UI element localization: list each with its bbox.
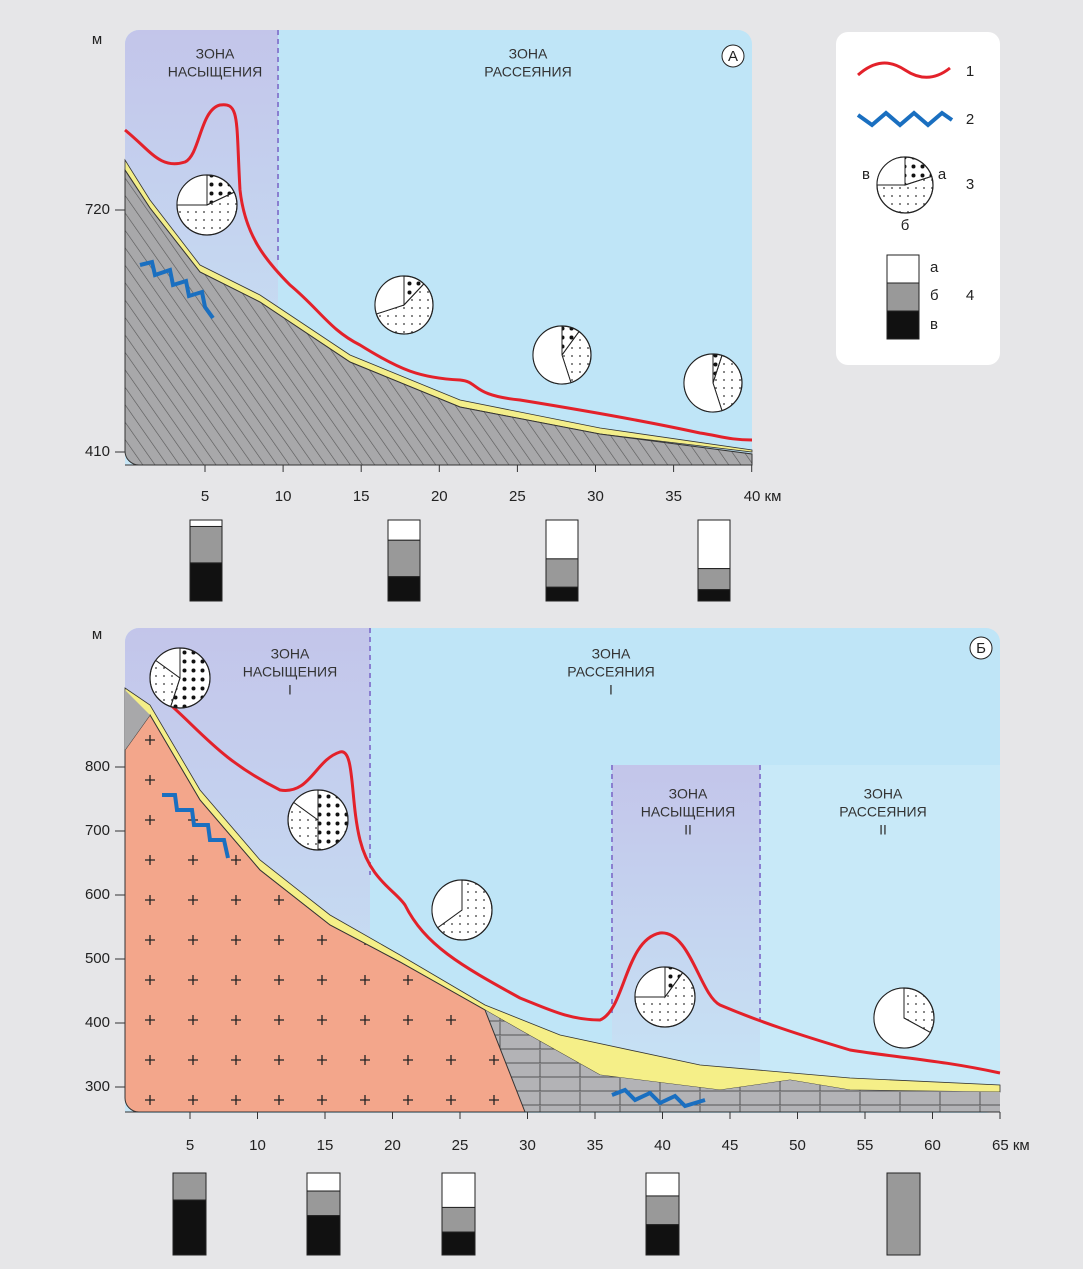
y-tick-label: 410: [85, 443, 110, 460]
bar-part: [646, 1196, 679, 1225]
legend-bar-c: [887, 311, 919, 339]
bar-part: [646, 1225, 679, 1255]
zone-label: ЗОНА: [592, 646, 631, 662]
x-tick-label: 40: [654, 1137, 671, 1154]
panel-a: [125, 30, 752, 465]
x-tick-label: 15: [317, 1137, 334, 1154]
bar-part: [307, 1191, 340, 1216]
bar-part: [388, 577, 420, 601]
y-tick-label: 720: [85, 201, 110, 218]
bar-part: [173, 1200, 206, 1255]
bar-part: [388, 520, 420, 540]
legend-number: 1: [966, 63, 974, 80]
legend-bar-a: [887, 255, 919, 283]
bar-part: [442, 1173, 475, 1207]
unit-label: м: [92, 626, 102, 643]
legend-pie-label: а: [938, 166, 947, 183]
x-tick-label: 5: [186, 1137, 194, 1154]
x-tick-label: 10: [275, 488, 292, 505]
y-tick-label: 500: [85, 950, 110, 967]
x-tick-label: 20: [384, 1137, 401, 1154]
x-tick-label: 20: [431, 488, 448, 505]
bar-part: [190, 520, 222, 526]
x-tick-label: 10: [249, 1137, 266, 1154]
x-tick-label: 50: [789, 1137, 806, 1154]
y-tick-label: 300: [85, 1078, 110, 1095]
bar-part: [173, 1173, 206, 1200]
bar-part: [646, 1173, 679, 1196]
x-tick-label: 40 км: [744, 488, 782, 505]
legend-number: 3: [966, 176, 974, 193]
x-tick-label: 15: [353, 488, 370, 505]
zone-label: РАССЕЯНИЯ: [567, 664, 654, 680]
diagram: мАЗОНАНАСЫЩЕНИЯЗОНАРАССЕЯНИЯ720410510152…: [0, 0, 1083, 1269]
zone-label: НАСЫЩЕНИЯ: [243, 664, 337, 680]
legend-number: 4: [966, 287, 974, 304]
zone-label: I: [288, 682, 292, 698]
bar-part: [442, 1207, 475, 1232]
bar-part: [546, 587, 578, 601]
x-tick-label: 25: [452, 1137, 469, 1154]
y-tick-label: 700: [85, 822, 110, 839]
panel-b: [125, 628, 1000, 1113]
legend-bar-label: а: [930, 259, 939, 276]
zone-label: РАССЕЯНИЯ: [484, 64, 571, 80]
zone-label: ЗОНА: [271, 646, 310, 662]
bar-part: [190, 526, 222, 562]
zone-label: НАСЫЩЕНИЯ: [641, 804, 735, 820]
x-tick-label: 60: [924, 1137, 941, 1154]
bar-part: [698, 590, 730, 601]
bar-part: [698, 569, 730, 590]
legend-pie-label: б: [901, 217, 910, 234]
bar-part: [190, 563, 222, 601]
zone-label: ЗОНА: [864, 786, 903, 802]
zone-label: ЗОНА: [669, 786, 708, 802]
unit-label: м: [92, 31, 102, 48]
zone-label: II: [879, 822, 887, 838]
legend-bar-label: б: [930, 287, 939, 304]
zone-label: ЗОНА: [196, 46, 235, 62]
x-tick-label: 35: [665, 488, 682, 505]
bar-part: [546, 559, 578, 587]
zone-label: РАССЕЯНИЯ: [839, 804, 926, 820]
y-tick-label: 600: [85, 886, 110, 903]
bar-part: [388, 540, 420, 576]
zone-label: НАСЫЩЕНИЯ: [168, 64, 262, 80]
badge: Б: [976, 640, 986, 657]
bar-part: [307, 1173, 340, 1191]
x-tick-label: 45: [722, 1137, 739, 1154]
zone-label: ЗОНА: [509, 46, 548, 62]
zone-label: I: [609, 682, 613, 698]
legend-bar-label: в: [930, 316, 938, 333]
x-tick-label: 30: [587, 488, 604, 505]
bar-part: [307, 1216, 340, 1255]
badge: А: [728, 48, 738, 65]
x-tick-label: 5: [201, 488, 209, 505]
y-tick-label: 800: [85, 758, 110, 775]
legend-bar-b: [887, 283, 919, 311]
bar-part: [887, 1173, 920, 1255]
bar-part: [546, 520, 578, 559]
x-tick-label: 55: [857, 1137, 874, 1154]
x-tick-label: 25: [509, 488, 526, 505]
y-tick-label: 400: [85, 1014, 110, 1031]
x-tick-label: 65 км: [992, 1137, 1030, 1154]
legend-pie-label: в: [862, 166, 870, 183]
x-tick-label: 30: [519, 1137, 536, 1154]
legend-number: 2: [966, 111, 974, 128]
x-tick-label: 35: [587, 1137, 604, 1154]
bar-part: [698, 520, 730, 569]
bar-part: [442, 1232, 475, 1255]
zone-label: II: [684, 822, 692, 838]
